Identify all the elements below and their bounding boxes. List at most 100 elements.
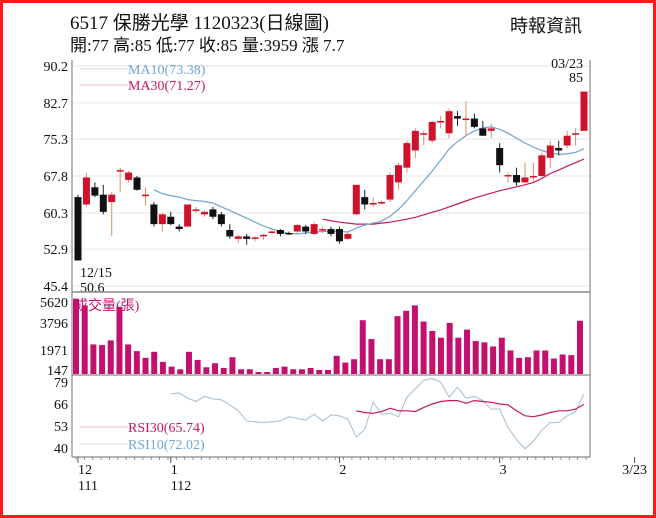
candlestick — [167, 216, 175, 225]
price-panel: 90.2 82.7 75.3 67.8 60.3 52.9 45.4 MA10(73.38)M… — [44, 57, 590, 296]
price-tick-label: 60.3 — [44, 207, 69, 222]
volume-bar — [298, 369, 305, 374]
volume-bar — [464, 329, 471, 374]
volume-bar — [272, 367, 279, 374]
volume-bar — [194, 359, 201, 374]
candlestick — [470, 118, 478, 127]
candlestick — [82, 177, 90, 205]
x-tick-label: 1 — [171, 463, 178, 478]
price-tick-label: 52.9 — [44, 243, 69, 258]
volume-bar — [264, 371, 271, 374]
candlestick — [268, 231, 276, 233]
volume-bar — [290, 369, 297, 374]
volume-bar — [568, 355, 575, 374]
candlestick — [74, 197, 82, 261]
volume-tick-label: 1971 — [40, 344, 68, 359]
candlestick — [243, 236, 251, 239]
candlestick — [251, 237, 259, 239]
price-tick-label: 82.7 — [44, 97, 69, 112]
volume-bar — [151, 351, 158, 374]
volume-bar — [359, 320, 366, 374]
volume-bar — [577, 320, 583, 374]
volume-panel: 5620 3796 1971 147 成交量(張) — [40, 296, 583, 379]
volume-bar — [490, 346, 497, 374]
volume-bar — [559, 354, 566, 374]
volume-bar — [411, 305, 418, 374]
volume-bar — [420, 321, 427, 374]
candlestick — [276, 230, 284, 234]
x-tick-year-label: 112 — [171, 479, 191, 494]
ma30-legend: MA30(71.27) — [128, 79, 206, 94]
candlestick — [394, 165, 402, 183]
candlestick — [411, 130, 419, 151]
volume-bar — [437, 337, 444, 374]
volume-bar — [342, 362, 349, 374]
candlestick — [454, 116, 461, 119]
candlestick — [175, 226, 183, 230]
candlestick — [378, 202, 386, 204]
candlestick — [529, 176, 537, 178]
volume-bar — [125, 344, 132, 374]
candlestick — [133, 177, 141, 190]
rsi10-legend: RSI10(72.02) — [128, 438, 205, 453]
price-tick-label: 67.8 — [44, 170, 69, 185]
ma10-line — [153, 126, 585, 235]
volume-bar — [73, 298, 79, 374]
volume-bar — [238, 369, 245, 374]
candlestick — [403, 143, 411, 168]
chart-title: 6517 保勝光學 1120323(日線圖) — [70, 13, 329, 34]
volume-bar — [203, 367, 210, 374]
last-date-annotation: 03/23 — [551, 57, 583, 72]
candlestick — [260, 234, 268, 237]
candlestick — [487, 128, 495, 131]
volume-bar — [220, 367, 227, 374]
x-tick-label: 3/23 — [622, 463, 647, 478]
candlestick — [496, 148, 504, 166]
candlestick — [234, 236, 242, 239]
volume-bar — [316, 369, 323, 374]
candlestick — [201, 211, 208, 215]
volume-bar — [377, 359, 384, 374]
volume-bar — [159, 361, 166, 374]
candlestick — [99, 194, 107, 212]
rsi30-legend: RSI30(65.74) — [128, 421, 205, 436]
candlestick — [150, 204, 158, 225]
volume-bar — [246, 369, 253, 374]
candlestick — [563, 135, 571, 146]
candlestick — [141, 194, 149, 197]
candlestick — [344, 233, 352, 239]
last-price-annotation: 85 — [569, 71, 583, 86]
ma10-legend: MA10(73.38) — [128, 63, 206, 78]
x-tick-label: 2 — [339, 463, 346, 478]
volume-bar — [307, 367, 314, 374]
candlestick — [386, 175, 394, 200]
candlestick — [513, 175, 521, 183]
candlestick — [226, 230, 234, 237]
volume-bar — [498, 337, 505, 374]
candlestick — [428, 121, 436, 141]
candlestick — [327, 229, 335, 234]
candlestick — [91, 187, 99, 196]
volume-bar — [99, 345, 106, 374]
candlestick — [361, 197, 369, 205]
candlestick — [521, 177, 529, 183]
x-tick-label: 12 — [78, 463, 92, 478]
rsi-tick-label: 40 — [54, 442, 68, 457]
volume-bar — [368, 339, 375, 374]
price-tick-label: 75.3 — [44, 133, 69, 148]
rsi-tick-label: 53 — [54, 420, 68, 435]
rsi-tick-label: 66 — [54, 398, 68, 413]
volume-bar — [507, 350, 514, 374]
candlestick — [217, 214, 225, 225]
volume-bar — [542, 350, 549, 374]
volume-bar — [550, 358, 557, 374]
volume-bar — [533, 350, 540, 374]
candlestick — [479, 128, 487, 136]
candlestick — [335, 229, 343, 242]
volume-bar — [429, 330, 436, 374]
candlestick — [546, 145, 554, 158]
volume-tick-label: 147 — [47, 364, 68, 379]
volume-bar — [385, 359, 392, 374]
